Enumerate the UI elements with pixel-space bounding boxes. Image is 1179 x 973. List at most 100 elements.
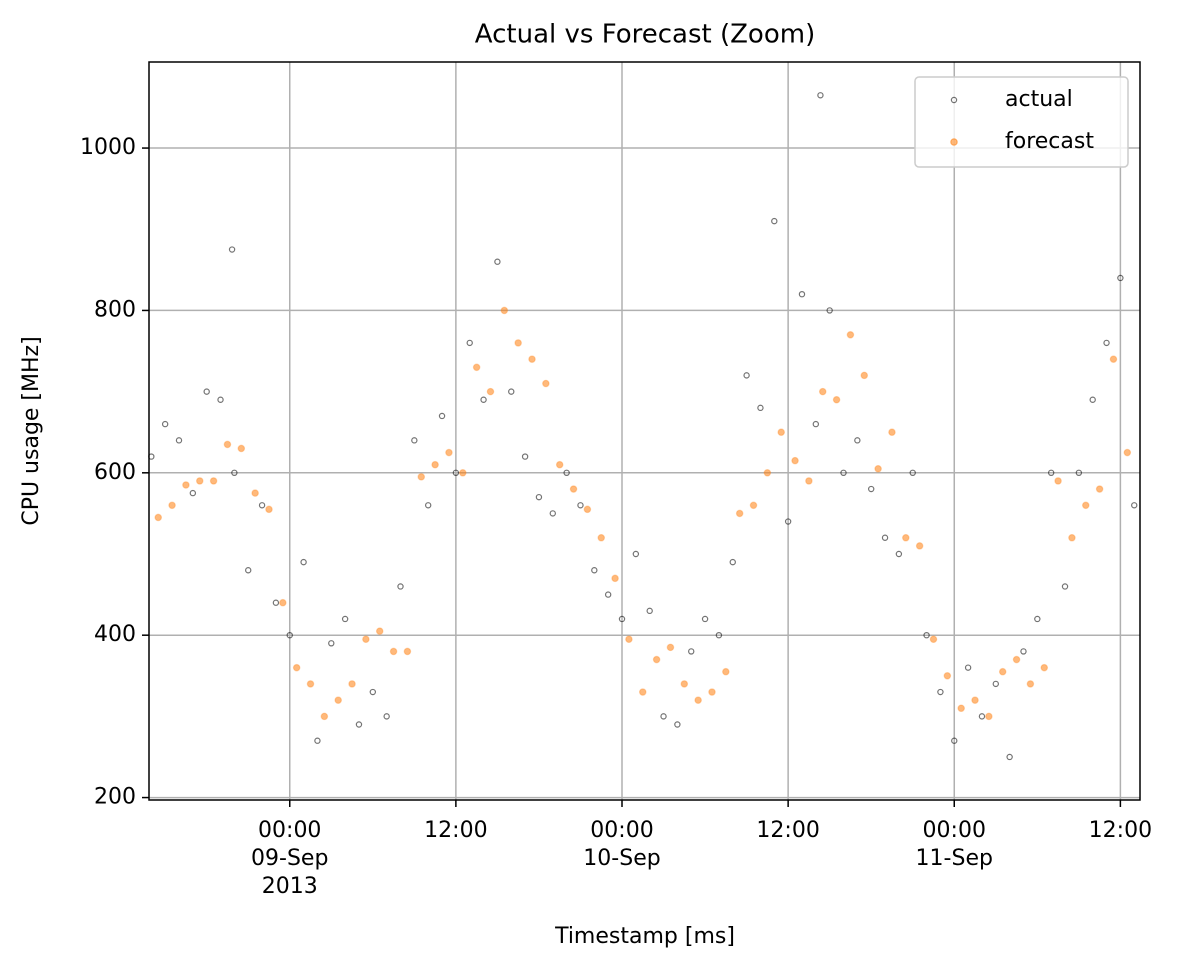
point — [1103, 339, 1110, 347]
point — [417, 473, 426, 481]
point — [937, 688, 944, 696]
point — [231, 469, 238, 477]
point — [245, 567, 252, 574]
point — [514, 339, 522, 347]
point — [680, 680, 689, 688]
legend-box — [914, 76, 1129, 168]
point — [535, 493, 543, 501]
plot-frame — [148, 61, 1141, 801]
legend-label: actual — [1005, 87, 1073, 112]
point — [445, 448, 453, 457]
point — [860, 371, 869, 380]
point — [881, 534, 889, 541]
point — [757, 404, 764, 412]
point — [771, 217, 778, 225]
point — [1047, 469, 1055, 477]
point — [203, 388, 210, 395]
point — [694, 696, 702, 704]
point — [1012, 655, 1021, 664]
point — [1020, 648, 1027, 655]
point — [555, 460, 564, 469]
point — [348, 680, 356, 688]
point — [798, 290, 806, 298]
point — [985, 712, 993, 721]
point — [306, 680, 315, 688]
legend: actual forecast — [914, 76, 1129, 168]
point — [369, 688, 377, 696]
point — [154, 513, 163, 522]
point — [688, 648, 695, 655]
point — [715, 631, 723, 639]
point — [397, 583, 404, 590]
point — [618, 615, 626, 623]
point — [729, 558, 736, 566]
point — [743, 372, 750, 379]
point — [784, 518, 792, 525]
point — [957, 704, 965, 713]
point — [577, 502, 584, 509]
point — [604, 591, 612, 598]
point — [265, 505, 273, 514]
point — [1034, 615, 1041, 623]
point — [1068, 533, 1076, 542]
point — [998, 667, 1007, 676]
point — [334, 696, 343, 704]
point — [438, 412, 446, 420]
point — [569, 485, 578, 493]
point — [314, 737, 321, 744]
point — [902, 533, 910, 542]
point — [666, 643, 675, 652]
point — [237, 444, 246, 453]
point — [638, 688, 647, 696]
point — [1081, 501, 1090, 510]
y-tick-label: 1000 — [80, 135, 136, 160]
point — [1061, 583, 1069, 590]
point — [258, 502, 266, 509]
point — [228, 246, 236, 253]
point — [763, 469, 772, 477]
point — [735, 509, 744, 518]
x-tick-label: 12:00 — [424, 818, 488, 843]
point — [854, 437, 861, 444]
point — [563, 469, 570, 477]
x-tick-label: 00:00 11-Sep — [915, 818, 993, 871]
point — [320, 712, 329, 721]
point — [251, 489, 259, 497]
point — [189, 489, 197, 497]
point — [895, 550, 903, 558]
point — [508, 388, 515, 395]
legend-label: forecast — [1005, 129, 1094, 154]
y-tick-label: 200 — [94, 785, 136, 810]
point — [328, 640, 335, 647]
point — [1006, 753, 1013, 761]
y-tick-label: 600 — [94, 460, 136, 485]
x-tick-label: 12:00 — [1088, 818, 1153, 843]
series-forecast — [154, 306, 1132, 721]
point — [195, 477, 204, 485]
point — [992, 680, 999, 688]
point — [521, 453, 529, 460]
point — [805, 477, 813, 485]
point — [1040, 663, 1049, 672]
point — [161, 420, 169, 428]
chart-title: Actual vs Forecast (Zoom) — [475, 20, 815, 50]
point — [971, 696, 979, 704]
point — [375, 627, 384, 635]
point — [632, 550, 640, 558]
point — [1117, 274, 1124, 282]
y-axis-label: CPU usage [MHz] — [19, 336, 44, 525]
point — [424, 502, 432, 509]
point — [431, 460, 439, 469]
point — [583, 505, 592, 514]
point — [1095, 485, 1104, 493]
point — [749, 501, 758, 510]
y-tick-label: 400 — [94, 622, 136, 647]
point — [383, 713, 390, 720]
series-actual — [148, 92, 1138, 761]
point — [300, 558, 307, 566]
point — [812, 420, 820, 428]
point — [223, 440, 232, 449]
point — [466, 339, 473, 347]
